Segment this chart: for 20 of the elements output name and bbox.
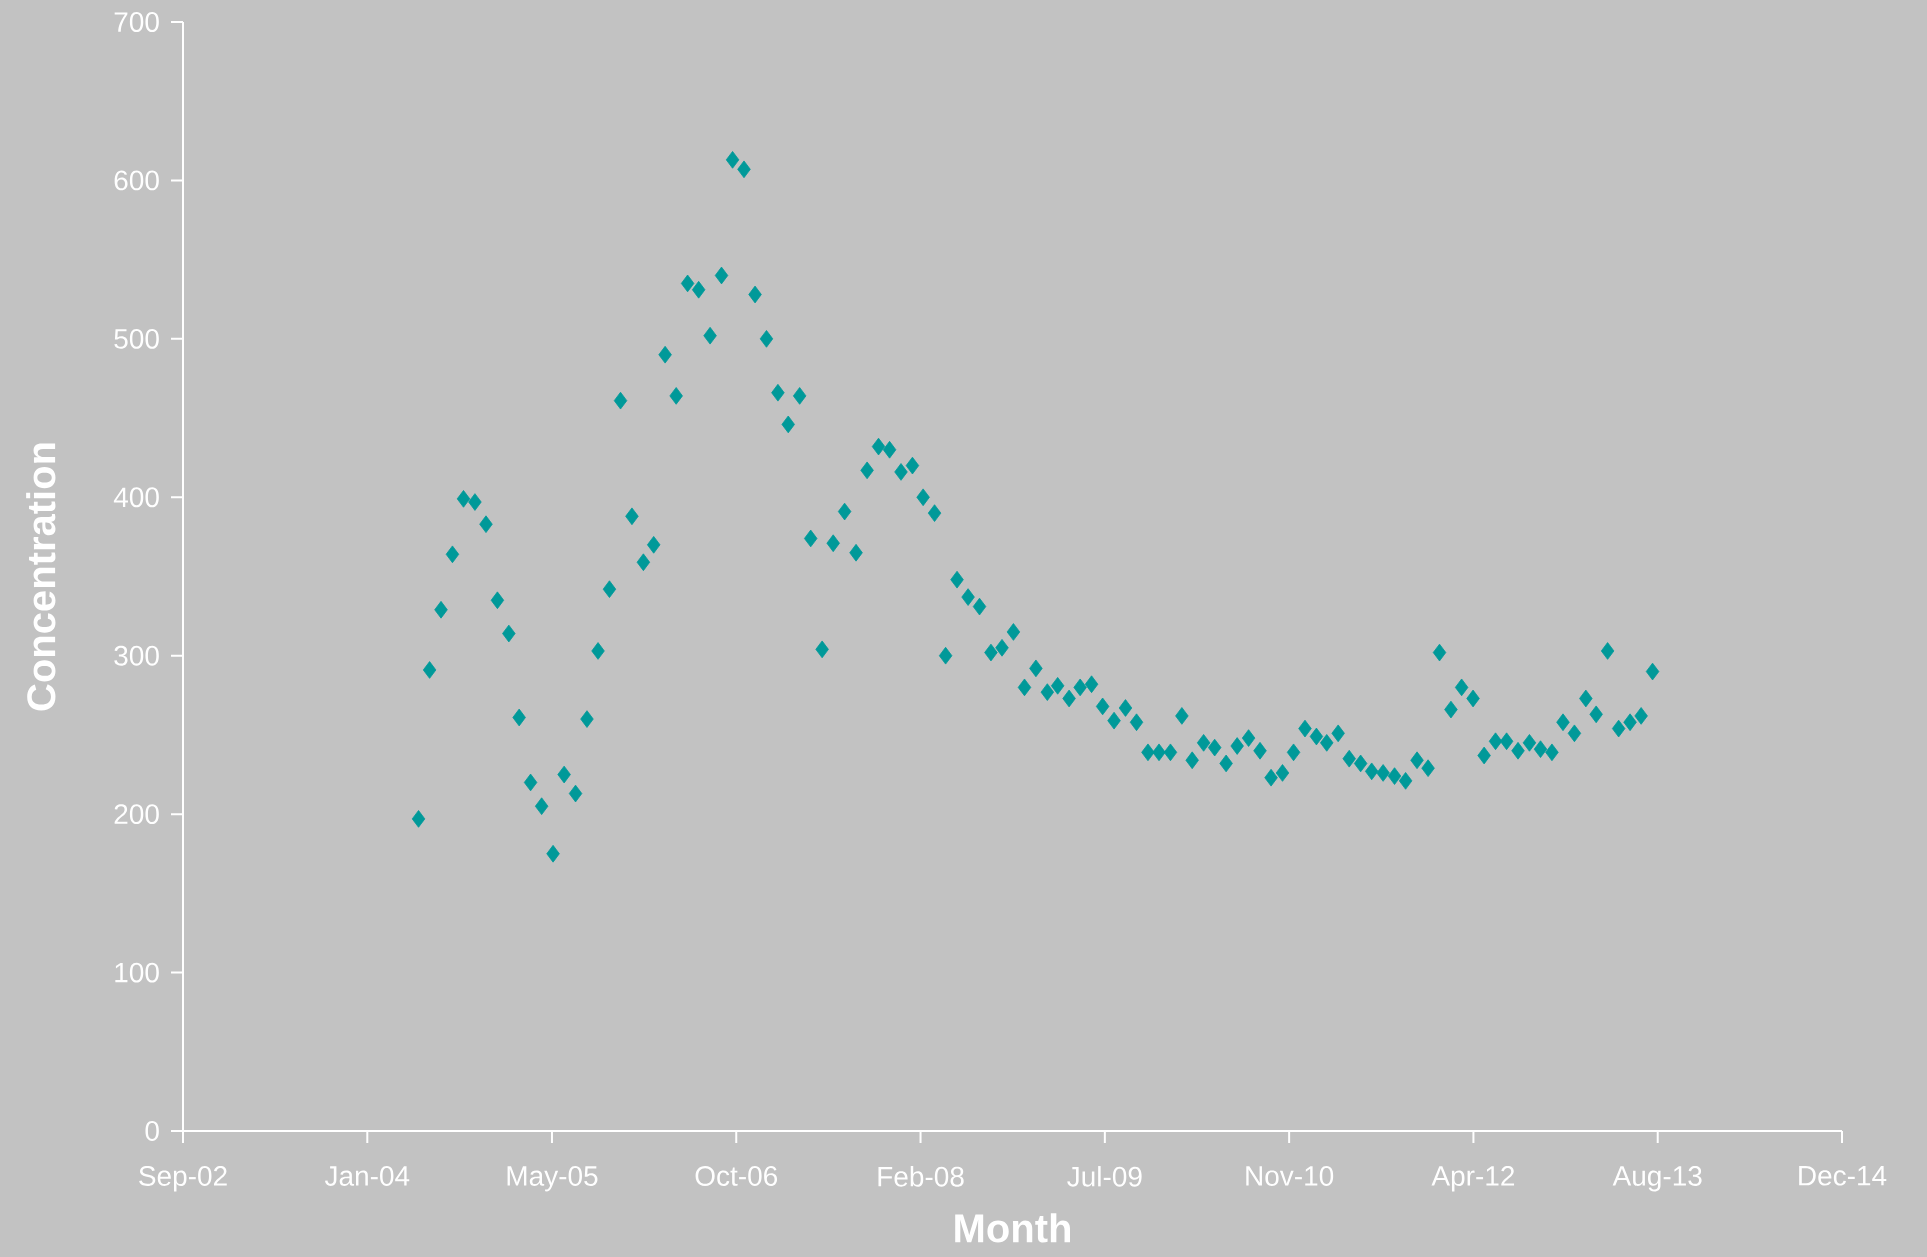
x-tick-label: Sep-02 xyxy=(139,1166,227,1192)
y-tick-label: 300 xyxy=(114,645,159,666)
x-axis-title: Month xyxy=(955,1213,1071,1243)
y-tick-label: 400 xyxy=(113,487,159,508)
x-tick-label: Apr-12 xyxy=(1431,1166,1515,1192)
x-tick-label: Jan-04 xyxy=(324,1166,410,1186)
y-tick-label: 600 xyxy=(114,170,159,191)
x-tick-label: Jul-09 xyxy=(1067,1166,1142,1187)
y-tick-label: 100 xyxy=(115,962,159,983)
x-tick-label: Oct-06 xyxy=(695,1166,778,1186)
y-tick-label: 0 xyxy=(145,1121,159,1141)
x-tick-label: May-05 xyxy=(507,1166,598,1192)
y-tick-label: 200 xyxy=(114,804,159,825)
x-tick-label: Aug-13 xyxy=(1612,1166,1702,1192)
y-tick-label: 700 xyxy=(114,12,159,32)
y-axis-title: Concentration xyxy=(26,443,56,711)
x-tick-label: Dec-14 xyxy=(1799,1166,1887,1186)
y-tick-label: 500 xyxy=(114,328,159,349)
x-tick-label: Feb-08 xyxy=(878,1166,964,1187)
x-tick-label: Nov-10 xyxy=(1246,1166,1334,1186)
